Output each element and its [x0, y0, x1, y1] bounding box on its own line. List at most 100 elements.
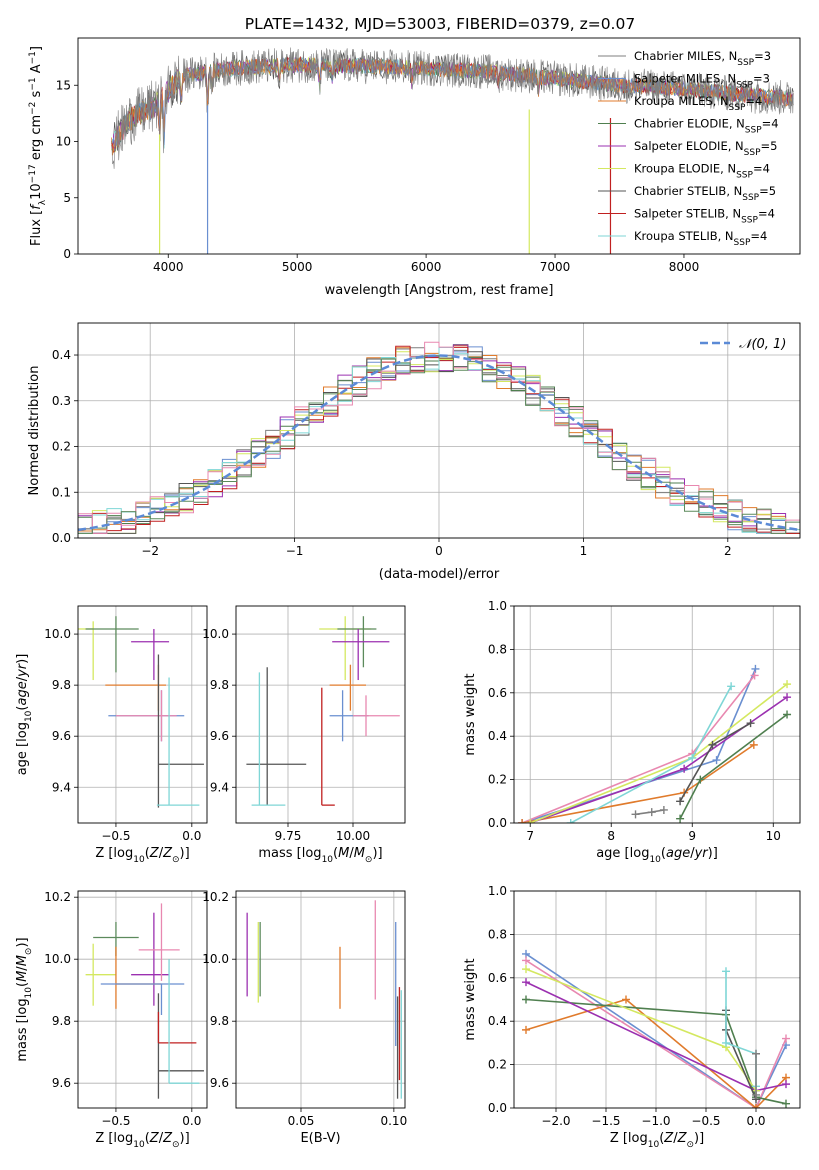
- x-tick-label: 7: [526, 829, 534, 843]
- error-bar-point: [251, 672, 286, 806]
- x-axis-label: mass [log10(M/M⊙)]: [258, 846, 382, 865]
- point-marker: [722, 1038, 730, 1047]
- y-tick-label: 9.4: [210, 780, 229, 794]
- axes-frame: [77, 322, 801, 539]
- y-tick-label: 0.0: [52, 531, 71, 545]
- x-axis-label: Z [log10(Z/Z⊙)]: [95, 846, 189, 865]
- mass-weight-series: [525, 968, 757, 1092]
- x-tick-label: 5000: [282, 260, 313, 274]
- y-tick-label: 9.6: [52, 729, 71, 743]
- point-marker: [522, 956, 530, 965]
- y-tick-label: 0.2: [488, 773, 507, 787]
- error-bar-point: [246, 667, 307, 806]
- y-tick-label: 9.8: [52, 678, 71, 692]
- point-marker: [680, 764, 689, 773]
- mass-vs-extinction-panel: 0.05 0.10 9.6 9.8 10.0 10.2 E(B-V): [202, 890, 407, 1146]
- x-tick-label: 7000: [540, 260, 571, 274]
- y-tick-label: 0.1: [52, 485, 71, 499]
- legend-entry: Salpeter ELODIE, NSSP=5: [634, 139, 777, 158]
- figure-title: PLATE=1432, MJD=53003, FIBERID=0379, z=0…: [245, 15, 635, 33]
- y-tick-label: 0.0: [488, 1101, 507, 1115]
- mass-weight-series: [521, 668, 757, 823]
- point-marker: [676, 814, 685, 823]
- y-tick-label: 9.4: [52, 780, 71, 794]
- x-axis-label: Z [log10(Z/Z⊙)]: [610, 1131, 704, 1150]
- x-tick-label: −2: [141, 544, 159, 558]
- point-marker: [750, 671, 759, 680]
- legend-entry: Kroupa ELODIE, NSSP=4: [634, 162, 770, 181]
- y-tick-label: 15: [56, 78, 71, 92]
- error-bars: [246, 900, 402, 1099]
- y-axis-label: age [log10(age/yr)]: [15, 654, 34, 776]
- point-marker: [676, 797, 685, 806]
- point-marker: [566, 819, 575, 823]
- point-marker: [782, 1099, 790, 1108]
- error-bar-point: [115, 946, 162, 1009]
- x-tick-label: 10: [766, 829, 781, 843]
- histogram-step: [78, 355, 800, 534]
- y-tick-label: 5: [63, 191, 71, 205]
- y-tick-label: 0.2: [52, 440, 71, 454]
- point-marker: [659, 805, 668, 814]
- mass-weight-series: [679, 722, 751, 802]
- error-bars: [246, 616, 400, 806]
- x-axis-label: age [log10(age/yr)]: [596, 846, 718, 865]
- x-tick-label: 8: [607, 829, 615, 843]
- spectrum-lines: [111, 47, 794, 254]
- x-tick-label: −0.5: [101, 1114, 130, 1128]
- x-tick-label: −1.0: [641, 1114, 670, 1128]
- error-bar-point: [78, 621, 94, 681]
- point-marker: [752, 1090, 760, 1099]
- axes-frame: [513, 605, 801, 824]
- point-marker: [631, 810, 640, 819]
- histograms: [78, 341, 800, 534]
- y-tick-label: 1.0: [488, 884, 507, 898]
- y-tick-label: 10.2: [202, 890, 229, 904]
- axes-frame: [235, 890, 406, 1109]
- spectrum-legend: Chabrier MILES, NSSP=3 Salpeter MILES, NS…: [598, 49, 779, 248]
- x-tick-label: 0.0: [746, 1114, 765, 1128]
- x-tick-label: 9: [688, 829, 696, 843]
- x-tick-label: −1: [286, 544, 304, 558]
- mass-weight-vs-metallicity-panel: −2.0 −1.5 −1.0 −0.5 0.0 0.0 0.2 0.4 0.6 0.8 1.0 Z […: [463, 884, 801, 1150]
- error-bar-point: [329, 664, 366, 711]
- point-marker: [751, 664, 760, 673]
- point-marker: [783, 680, 792, 689]
- point-marker: [782, 1080, 790, 1089]
- y-tick-label: 9.8: [52, 1014, 71, 1028]
- y-tick-label: 9.6: [210, 729, 229, 743]
- error-bar-point: [131, 628, 170, 681]
- x-axis-label: Z [log10(Z/Z⊙)]: [95, 1131, 189, 1150]
- mass-vs-metallicity-panel: −0.5 0.0 9.6 9.8 10.0 10.2 Z [log10(Z/Z⊙)] mass…: [15, 890, 208, 1150]
- point-marker: [522, 965, 530, 974]
- axes-frame: [77, 890, 208, 1109]
- spectrum-series-line: [111, 57, 794, 153]
- y-axis-label: mass [log10(M/M⊙)]: [15, 937, 34, 1061]
- mass-weight-series: [525, 998, 787, 1108]
- x-tick-label: 1: [580, 544, 588, 558]
- mass-weight-series: [525, 998, 787, 1105]
- x-tick-label: 0.05: [288, 1114, 315, 1128]
- error-bar-point: [131, 912, 170, 1006]
- point-marker: [752, 1104, 760, 1108]
- point-marker: [622, 995, 630, 1004]
- x-tick-label: 2: [724, 544, 732, 558]
- x-tick-label: −2.0: [541, 1114, 570, 1128]
- axes-frame: [235, 605, 406, 824]
- point-marker: [752, 1049, 760, 1058]
- error-bar-point: [85, 943, 116, 1006]
- y-tick-label: 9.6: [210, 1076, 229, 1090]
- point-marker: [696, 775, 705, 784]
- age-vs-mass-panel: 9.75 10.00 9.4 9.6 9.8 10.0 mass [log10(M/M⊙)]: [202, 605, 406, 865]
- spectrum-series-line: [111, 47, 794, 169]
- point-marker: [518, 819, 527, 823]
- error-bar-point: [156, 677, 200, 806]
- y-tick-label: 10.0: [44, 627, 71, 641]
- x-axis-label: (data-model)/error: [379, 567, 500, 582]
- gaussian-curve: [78, 354, 800, 532]
- point-marker: [722, 967, 730, 976]
- residuals-panel: −2 −1 0 1 2 0.0 0.1 0.2 0.3 0.4 (data-model)/error…: [27, 322, 801, 582]
- y-tick-label: 0.2: [488, 1058, 507, 1072]
- error-bar-point: [168, 959, 200, 1084]
- x-tick-label: −1.5: [591, 1114, 620, 1128]
